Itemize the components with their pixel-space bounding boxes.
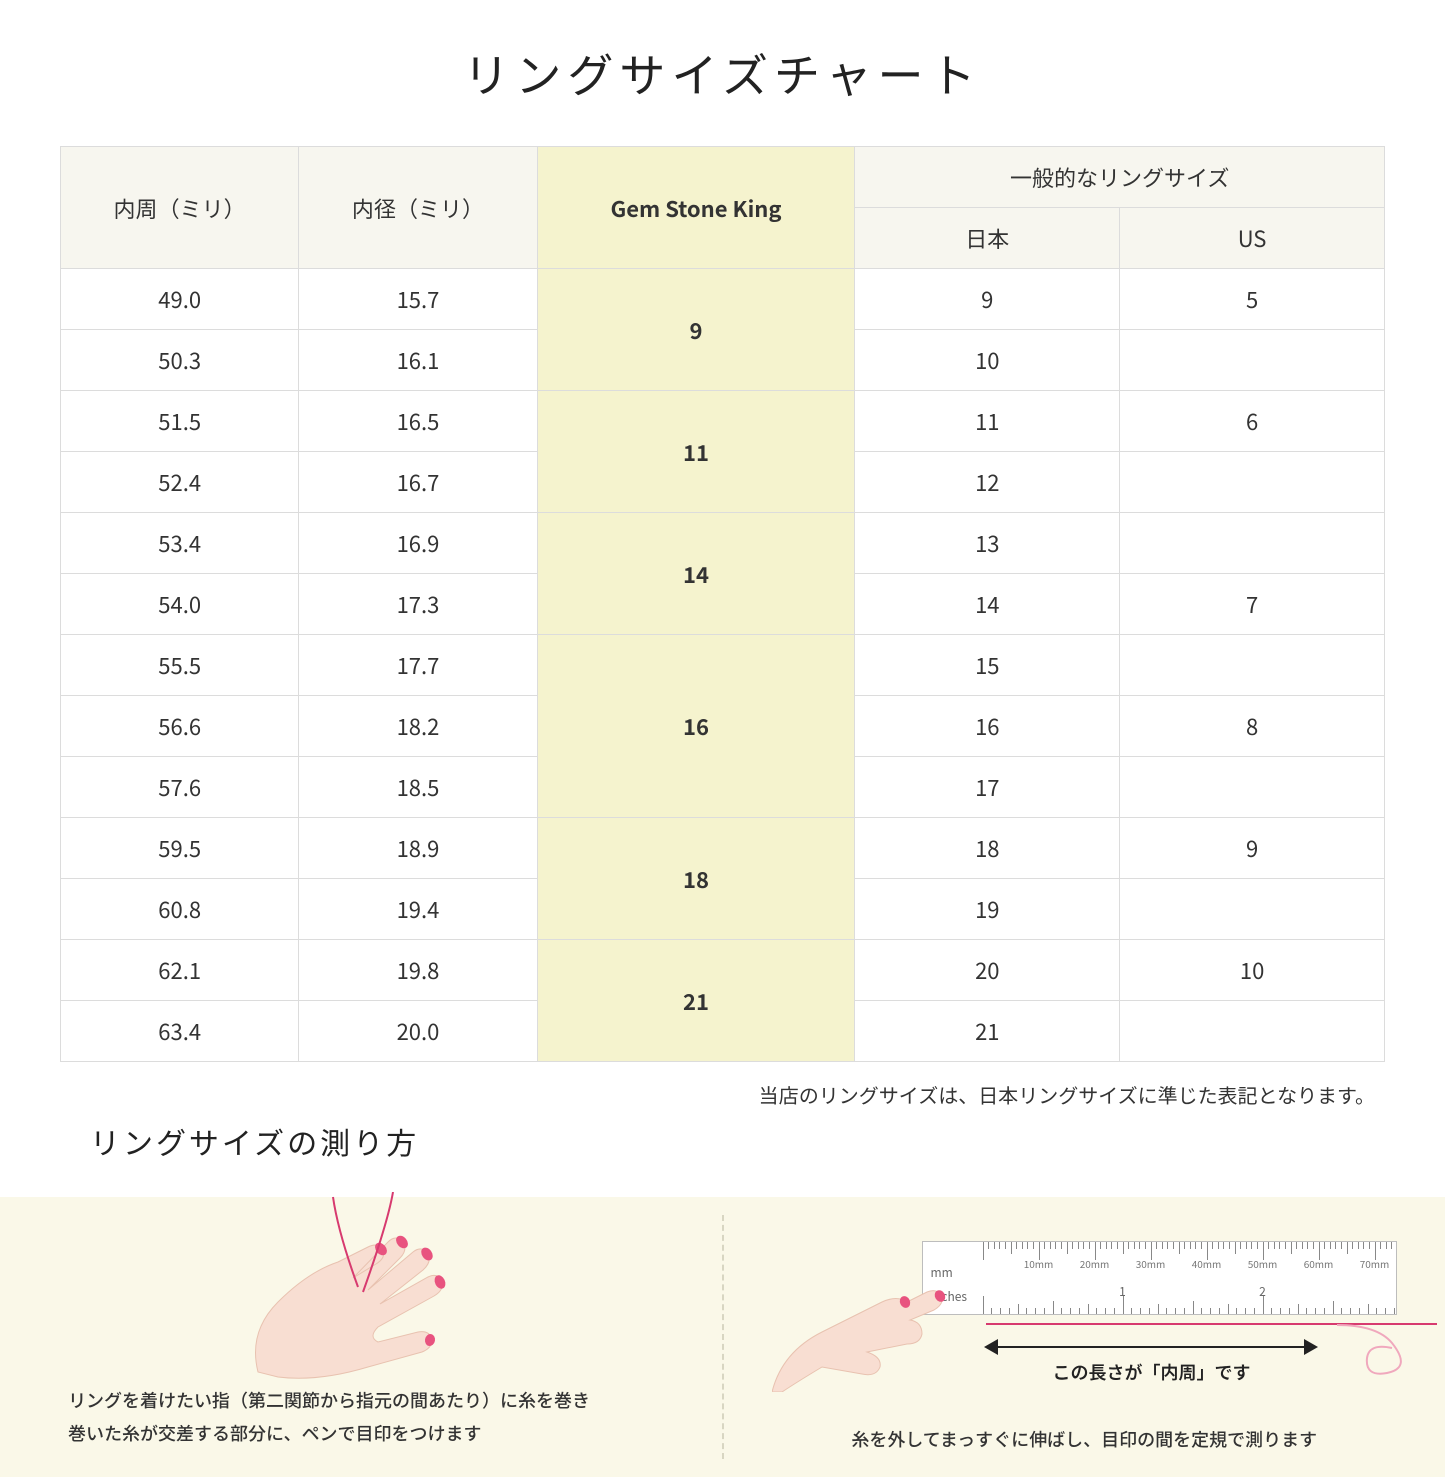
cell-diameter: 18.5 [299,757,537,818]
cell-us: 8 [1120,696,1385,757]
cell-japan: 14 [855,574,1120,635]
cell-japan: 10 [855,330,1120,391]
cell-circumference: 56.6 [61,696,299,757]
cell-circumference: 51.5 [61,391,299,452]
cell-us [1120,330,1385,391]
cell-us [1120,1001,1385,1062]
cell-diameter: 17.3 [299,574,537,635]
cell-us [1120,635,1385,696]
cell-diameter: 16.7 [299,452,537,513]
cell-japan: 19 [855,879,1120,940]
note-text: 当店のリングサイズは、日本リングサイズに準じた表記となります。 [70,1080,1375,1109]
col-gsk: Gem Stone King [537,147,855,269]
table-row: 51.516.511116 [61,391,1385,452]
measure-arrow-icon [986,1335,1316,1359]
cell-diameter: 18.9 [299,818,537,879]
cell-circumference: 63.4 [61,1001,299,1062]
howto-right-text: 糸を外してまっすぐに伸ばし、目印の間を定規で測ります [752,1423,1418,1455]
cell-us: 6 [1120,391,1385,452]
col-diameter: 内径（ミリ） [299,147,537,269]
cell-gsk: 21 [537,940,855,1062]
cell-circumference: 53.4 [61,513,299,574]
cell-gsk: 11 [537,391,855,513]
ruler-icon: mm Inches 10mm20mm30mm40mm50mm60mm70mm 1… [922,1241,1398,1315]
table-row: 59.518.918189 [61,818,1385,879]
col-general: 一般的なリングサイズ [855,147,1385,208]
cell-us [1120,452,1385,513]
cell-japan: 20 [855,940,1120,1001]
hand-icon [218,1192,478,1387]
cell-circumference: 52.4 [61,452,299,513]
cell-diameter: 16.9 [299,513,537,574]
cell-gsk: 9 [537,269,855,391]
cell-us: 9 [1120,818,1385,879]
cell-diameter: 15.7 [299,269,537,330]
table-row: 49.015.7995 [61,269,1385,330]
cell-diameter: 19.4 [299,879,537,940]
cell-japan: 16 [855,696,1120,757]
cell-japan: 13 [855,513,1120,574]
hand-wrap-illustration [28,1222,694,1372]
col-japan: 日本 [855,208,1120,269]
cell-diameter: 16.5 [299,391,537,452]
cell-diameter: 17.7 [299,635,537,696]
col-us: US [1120,208,1385,269]
cell-japan: 11 [855,391,1120,452]
cell-japan: 21 [855,1001,1120,1062]
cell-circumference: 55.5 [61,635,299,696]
howto-right: mm Inches 10mm20mm30mm40mm50mm60mm70mm 1… [724,1197,1445,1477]
howto-title: リングサイズの測り方 [90,1119,1385,1163]
cell-us [1120,513,1385,574]
cell-gsk: 18 [537,818,855,940]
cell-us [1120,879,1385,940]
cell-circumference: 59.5 [61,818,299,879]
measure-label: この長さが「内周」です [982,1359,1322,1385]
cell-diameter: 20.0 [299,1001,537,1062]
cell-japan: 15 [855,635,1120,696]
cell-japan: 9 [855,269,1120,330]
cell-circumference: 49.0 [61,269,299,330]
col-circumference: 内周（ミリ） [61,147,299,269]
cell-us: 10 [1120,940,1385,1001]
table-row: 53.416.91413 [61,513,1385,574]
cell-gsk: 16 [537,635,855,818]
ring-size-table: 内周（ミリ） 内径（ミリ） Gem Stone King 一般的なリングサイズ … [60,146,1385,1062]
cell-circumference: 62.1 [61,940,299,1001]
cell-diameter: 19.8 [299,940,537,1001]
cell-japan: 18 [855,818,1120,879]
cell-us: 5 [1120,269,1385,330]
thread-curl-icon [1337,1313,1427,1383]
cell-diameter: 16.1 [299,330,537,391]
hand-pinch-icon [772,1262,972,1397]
ruler-illustration: mm Inches 10mm20mm30mm40mm50mm60mm70mm 1… [752,1237,1418,1407]
table-row: 55.517.71615 [61,635,1385,696]
cell-us: 7 [1120,574,1385,635]
cell-circumference: 54.0 [61,574,299,635]
table-row: 62.119.8212010 [61,940,1385,1001]
cell-circumference: 50.3 [61,330,299,391]
howto-left-text: リングを着けたい指（第二関節から指元の間あたり）に糸を巻き巻いた糸が交差する部分… [68,1384,684,1449]
howto-panel: リングを着けたい指（第二関節から指元の間あたり）に糸を巻き巻いた糸が交差する部分… [0,1197,1445,1477]
cell-circumference: 60.8 [61,879,299,940]
cell-us [1120,757,1385,818]
cell-japan: 17 [855,757,1120,818]
cell-gsk: 14 [537,513,855,635]
cell-diameter: 18.2 [299,696,537,757]
cell-japan: 12 [855,452,1120,513]
cell-circumference: 57.6 [61,757,299,818]
page-title: リングサイズチャート [60,40,1385,106]
howto-left: リングを着けたい指（第二関節から指元の間あたり）に糸を巻き巻いた糸が交差する部分… [0,1197,722,1477]
